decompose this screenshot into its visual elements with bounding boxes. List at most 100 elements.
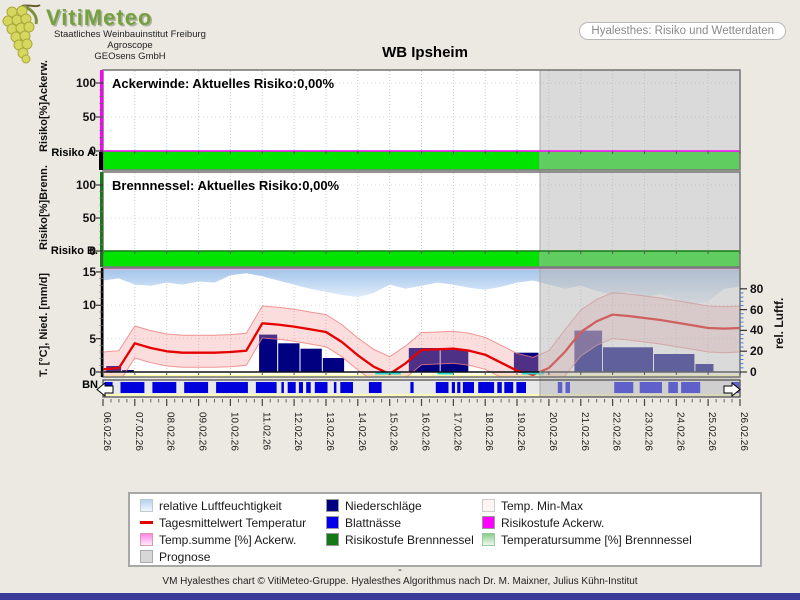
precipitation-bar [278, 343, 300, 372]
scroll-left-arrow[interactable] [96, 381, 114, 398]
legend-item: relative Luftfeuchtigkeit [140, 497, 306, 514]
legend-label: Blattnässe [345, 515, 402, 530]
grape-logo-icon [2, 4, 41, 64]
date-label: 12.02.26 [292, 412, 304, 451]
date-label: 17.02.26 [451, 412, 463, 451]
precipitation-bar [440, 350, 469, 372]
minmax-legend-swatch [482, 499, 495, 512]
view-selector[interactable]: Hyalesthes: Risiko und Wetterdaten [579, 22, 786, 40]
legend-item: Risikostufe Brennnessel [326, 531, 474, 548]
date-label: 22.02.26 [610, 412, 622, 451]
date-label: 16.02.26 [419, 412, 431, 451]
leaf-wetness-segment [287, 382, 296, 393]
darkgreen-legend-swatch [326, 533, 339, 546]
ytick-humidity: 0 [750, 365, 757, 379]
leaf-wetness-segment [152, 382, 177, 393]
scroll-right-arrow[interactable] [723, 381, 741, 398]
humidity-legend-swatch [140, 499, 153, 512]
ylabel-ackerwinde: Risiko[%]Ackerw. [38, 60, 50, 152]
precipitation-bar [300, 348, 322, 372]
leaf-wetness-segment [184, 382, 209, 393]
leaf-wetness-segment [314, 382, 328, 393]
legend-label: Risikostufe Brennnessel [345, 532, 474, 547]
leaf-wetness-segment [516, 382, 526, 393]
redline-legend-swatch [140, 521, 153, 524]
ytick-ackerwinde: 50 [82, 110, 96, 124]
legend-item: Temp.summe [%] Ackerw. [140, 531, 306, 548]
leaf-wetness-segment [497, 382, 502, 393]
leaf-wetness-segment [216, 382, 248, 393]
ytick-brennnessel: 0 [89, 244, 96, 258]
blue-legend-swatch [326, 516, 339, 529]
date-label: 14.02.26 [355, 412, 367, 451]
axis-brennnessel [100, 172, 103, 267]
leaf-wetness-segment [478, 382, 495, 393]
date-label: 06.02.26 [101, 412, 112, 451]
leaf-wetness-segment [457, 382, 461, 393]
legend-label: relative Luftfeuchtigkeit [159, 498, 282, 513]
ytick-humidity: 20 [750, 344, 764, 359]
leaf-wetness-segment [451, 382, 455, 393]
ylabel-brennnessel: Risiko[%]Brenn. [38, 165, 50, 251]
ytick-humidity: 60 [750, 302, 764, 317]
leaf-wetness-segment [504, 382, 514, 393]
ytick-ackerwinde: 100 [75, 76, 96, 90]
leaf-wetness-segment [298, 382, 303, 393]
date-label: 15.02.26 [387, 412, 399, 451]
ackerwinde-risk-annotation: Ackerwinde: Aktuelles Risiko:0,00% [112, 76, 335, 91]
prognosis-overlay [540, 172, 740, 267]
leaf-wetness-segment [462, 382, 474, 393]
prognosis-overlay [540, 70, 740, 170]
precipitation-bar [259, 334, 278, 372]
date-label: 20.02.26 [546, 412, 558, 451]
brennnessel-risk-annotation: Brennnessel: Aktuelles Risiko:0,00% [112, 178, 340, 193]
ytick-weather: 0 [89, 365, 96, 379]
date-label: 07.02.26 [132, 412, 144, 451]
magenta-legend-swatch [482, 516, 495, 529]
legend-label: Risikostufe Ackerw. [501, 515, 605, 530]
leaf-wetness-segment [120, 382, 145, 393]
legend-column-2: Niederschläge Blattnässe Risikostufe Brenn… [326, 497, 474, 548]
risk-b-band-label: Risiko B. [50, 245, 98, 257]
lightgreen-gradient-legend-swatch [482, 533, 495, 546]
date-label: 13.02.26 [323, 412, 335, 451]
date-label: 18.02.26 [483, 412, 495, 451]
logo-title: VitiMeteo [46, 5, 153, 30]
legend-item: Temperatursumme [%] Brennnessel [482, 531, 692, 548]
axis-ackerwinde [100, 70, 103, 170]
risk-a-band-label: Risiko A. [51, 147, 98, 159]
precipitation-bar [408, 348, 440, 372]
leaf-wetness-segment [368, 382, 382, 393]
date-label: 24.02.26 [674, 412, 686, 451]
date-label: 09.02.26 [196, 412, 208, 451]
ytick-humidity: 40 [750, 323, 764, 338]
date-label: 19.02.26 [515, 412, 527, 451]
legend-item: Blattnässe [326, 514, 474, 531]
legend-item: Prognose [140, 548, 306, 565]
ytick-weather: 5 [89, 331, 96, 346]
ytick-humidity: 80 [750, 281, 764, 296]
axis-weather [100, 268, 104, 377]
legend-item: Risikostufe Ackerw. [482, 514, 692, 531]
legend-item: Tagesmittelwert Temperatur [140, 514, 306, 531]
gray-legend-swatch [140, 550, 153, 563]
leaf-wetness-segment [410, 382, 414, 393]
leaf-wetness-segment [333, 382, 337, 393]
precipitation-bar [322, 358, 345, 372]
legend-label: Tagesmittelwert Temperatur [159, 515, 307, 530]
bn-axis-label: BN [82, 379, 98, 391]
legend-label: Temp.summe [%] Ackerw. [159, 532, 297, 547]
legend: relative Luftfeuchtigkeit Tagesmittelwert… [128, 492, 762, 567]
leaf-wetness-segment [255, 382, 277, 393]
legend-label: Prognose [159, 549, 211, 564]
ytick-weather: 10 [82, 298, 96, 313]
page-title: WB Ipsheim [382, 44, 468, 61]
ylabel-weather: T. [°C], Nied. [mm/d] [38, 272, 50, 377]
logo-line-geosens: GEOsens GmbH [94, 51, 166, 62]
navy-legend-swatch [326, 499, 339, 512]
legend-column-3: Temp. Min-Max Risikostufe Ackerw. Temperat… [482, 497, 692, 548]
legend-item: Temp. Min-Max [482, 497, 692, 514]
footer-bar [0, 593, 800, 600]
ytick-ackerwinde: 0 [89, 144, 96, 158]
